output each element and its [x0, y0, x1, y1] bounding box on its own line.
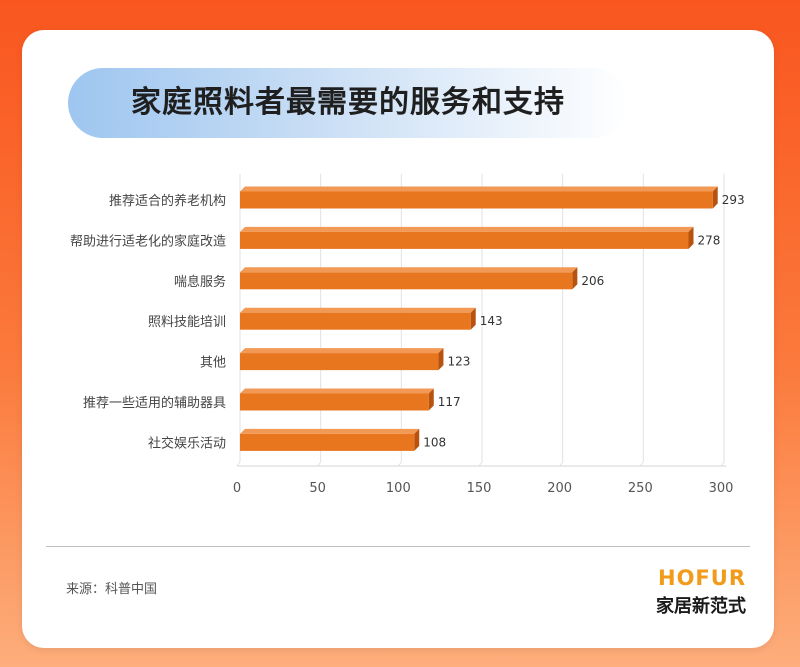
- data-label: 206: [581, 274, 604, 288]
- bar-side: [712, 186, 718, 209]
- bar: [240, 272, 573, 290]
- gridline-foot: [720, 461, 725, 467]
- bar-top: [240, 307, 476, 313]
- bar: [240, 312, 471, 330]
- bar-top: [240, 226, 694, 232]
- footer-divider: [46, 546, 750, 547]
- bar: [240, 231, 689, 249]
- category-label: 照料技能培训: [148, 314, 226, 330]
- x-tick-label: 0: [233, 481, 241, 496]
- bar-top: [240, 348, 444, 354]
- bar-side: [438, 348, 444, 371]
- title-banner: 家庭照料者最需要的服务和支持: [68, 68, 628, 138]
- x-tick-label: 250: [628, 481, 653, 496]
- gridline-foot: [478, 461, 483, 467]
- brand-tagline: 家居新范式: [656, 596, 746, 617]
- bar: [240, 433, 415, 451]
- gridline-foot: [559, 461, 564, 467]
- bar: [240, 393, 429, 411]
- bar-side: [572, 267, 578, 290]
- data-label: 278: [698, 233, 721, 247]
- data-label: 117: [438, 395, 461, 409]
- x-tick-label: 150: [467, 481, 492, 496]
- gridline-foot: [317, 461, 322, 467]
- category-label: 喘息服务: [174, 274, 226, 290]
- x-tick-label: 200: [547, 481, 572, 496]
- x-tick-label: 100: [386, 481, 411, 496]
- category-label: 其他: [200, 356, 226, 371]
- category-label: 推荐适合的养老机构: [109, 193, 226, 209]
- bar-side: [470, 307, 476, 330]
- content-card: 家庭照料者最需要的服务和支持 0 50 100 150 200 250 300 推荐适合的养老…: [22, 30, 774, 648]
- bar-side: [414, 428, 420, 451]
- bar-top: [240, 186, 718, 192]
- bar-top: [240, 267, 578, 273]
- bar-side: [688, 226, 694, 249]
- gridline-foot: [639, 461, 644, 467]
- category-label: 帮助进行适老化的家庭改造: [70, 233, 226, 249]
- bar: [240, 353, 439, 371]
- page-title: 家庭照料者最需要的服务和支持: [131, 85, 565, 120]
- bar-chart: 0 50 100 150 200 250 300 推荐适合的养老机构 293 帮助进行适老化的家庭…: [70, 173, 745, 496]
- data-label: 123: [447, 355, 470, 369]
- category-label: 推荐一些适用的辅助器具: [83, 395, 226, 411]
- data-label: 108: [423, 435, 446, 449]
- category-label: 社交娱乐活动: [148, 435, 226, 451]
- brand-logo: HOFUR 家居新范式: [656, 566, 746, 618]
- bar: [240, 191, 713, 209]
- source-text: 来源：科普中国: [66, 582, 158, 597]
- bar-top: [240, 428, 420, 434]
- gridline-foot: [236, 461, 241, 467]
- x-tick-label: 300: [709, 481, 734, 496]
- brand-logo-text: HOFUR: [658, 566, 746, 590]
- x-tick-label: 50: [309, 481, 326, 496]
- data-label: 293: [722, 193, 745, 207]
- bar-side: [428, 388, 434, 411]
- bar-top: [240, 388, 434, 394]
- data-label: 143: [480, 314, 503, 328]
- gridline-foot: [397, 461, 402, 467]
